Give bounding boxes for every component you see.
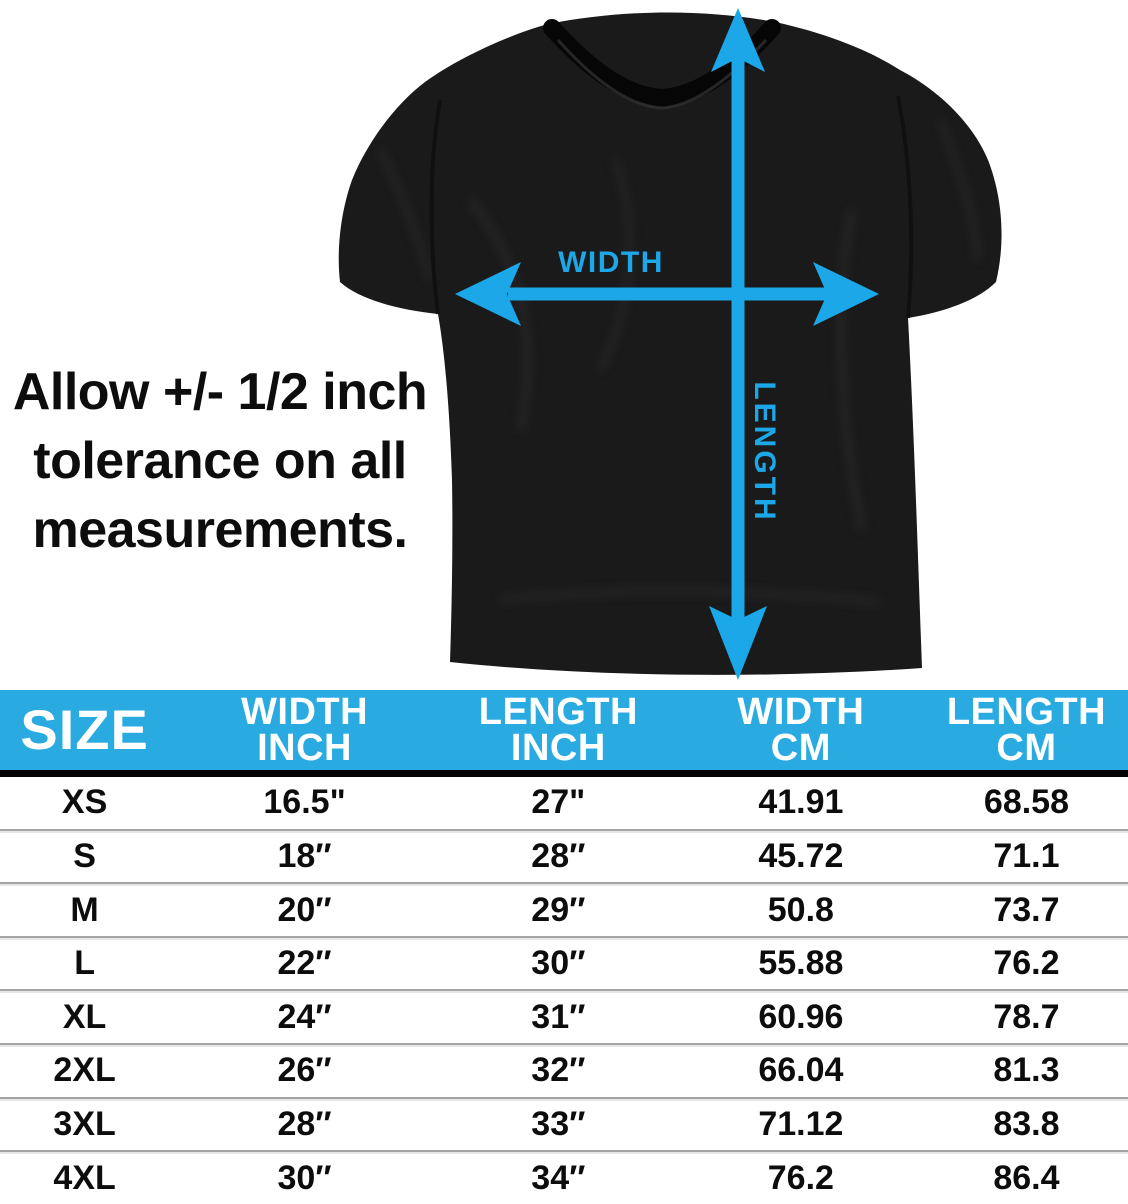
width-inch-cell: 24″ [277, 997, 332, 1036]
length-arrow-label: LENGTH [748, 381, 781, 523]
table-row-2xl: 2XL 26″ 32″ 66.04 81.3 [0, 1043, 1128, 1097]
size-cell: M [70, 890, 99, 929]
width-cm-cell: 41.91 [758, 783, 844, 822]
header-length-cm: LENGTH CM [946, 691, 1107, 769]
size-table: SIZE WIDTH INCH LENGTH INCH WIDTH CM LEN… [0, 690, 1128, 1204]
width-cm-cell: 55.88 [758, 944, 844, 983]
length-inch-cell: 28″ [531, 836, 586, 875]
length-cm-cell: 71.1 [993, 836, 1060, 875]
size-cell: 4XL [53, 1158, 116, 1197]
table-row-4xl: 4XL 30″ 34″ 76.2 86.4 [0, 1150, 1128, 1204]
length-inch-cell: 32″ [531, 1051, 586, 1090]
size-cell: 3XL [53, 1104, 116, 1143]
width-arrow [455, 262, 879, 326]
width-cm-cell: 60.96 [758, 997, 844, 1036]
width-inch-cell: 22″ [277, 944, 332, 983]
width-inch-cell: 18″ [277, 836, 332, 875]
length-cm-cell: 86.4 [993, 1158, 1060, 1197]
tshirt-image [338, 12, 1002, 675]
length-inch-cell: 34″ [531, 1158, 586, 1197]
width-inch-cell: 28″ [277, 1104, 332, 1143]
table-row-m: M 20″ 29″ 50.8 73.7 [0, 882, 1128, 936]
length-inch-cell: 33″ [531, 1104, 586, 1143]
size-cell: 2XL [53, 1051, 116, 1090]
length-inch-cell: 29″ [531, 890, 586, 929]
length-arrow [709, 8, 767, 680]
length-inch-cell: 31″ [531, 997, 586, 1036]
width-cm-cell: 76.2 [767, 1158, 834, 1197]
tolerance-line-3: measurements. [32, 501, 408, 559]
table-row-3xl: 3XL 28″ 33″ 71.12 83.8 [0, 1096, 1128, 1151]
table-row-xs: XS 16.5" 27" 41.91 68.58 [0, 777, 1128, 829]
width-inch-cell: 26″ [277, 1051, 332, 1090]
width-inch-cell: 30″ [277, 1158, 332, 1197]
table-row-l: L 22″ 30″ 55.88 76.2 [0, 935, 1128, 990]
width-cm-cell: 66.04 [758, 1051, 844, 1090]
size-cell: L [74, 944, 95, 983]
length-inch-cell: 27" [531, 783, 586, 822]
length-cm-cell: 83.8 [993, 1104, 1060, 1143]
length-cm-cell: 73.7 [993, 890, 1060, 929]
header-size: SIZE [20, 698, 149, 761]
length-cm-cell: 81.3 [993, 1051, 1060, 1090]
length-cm-cell: 78.7 [993, 997, 1060, 1036]
size-table-header: SIZE WIDTH INCH LENGTH INCH WIDTH CM LEN… [0, 690, 1128, 777]
size-cell: XS [61, 783, 108, 822]
tshirt-measurement-diagram: WIDTH LENGTH Allow +/- 1/2 inch toleranc… [0, 8, 1002, 680]
size-table-body: XS 16.5" 27" 41.91 68.58 S 18″ 28″ 45.72… [0, 777, 1128, 1204]
width-inch-cell: 16.5" [263, 783, 346, 822]
table-row-s: S 18″ 28″ 45.72 71.1 [0, 828, 1128, 883]
width-cm-cell: 45.72 [758, 836, 844, 875]
size-cell: S [73, 836, 96, 875]
table-row-xl: XL 24″ 31″ 60.96 78.7 [0, 989, 1128, 1044]
length-cm-cell: 68.58 [983, 783, 1069, 822]
tshirt-diagram-svg [338, 8, 1002, 680]
header-width-cm: WIDTH CM [737, 691, 865, 769]
tolerance-line-2: tolerance on all [33, 432, 407, 490]
tolerance-note: Allow +/- 1/2 inch tolerance on all meas… [0, 358, 440, 565]
header-length-inch: LENGTH INCH [478, 691, 638, 769]
size-cell: XL [62, 997, 107, 1036]
width-cm-cell: 50.8 [767, 890, 834, 929]
length-inch-cell: 30″ [531, 944, 586, 983]
width-arrow-label: WIDTH [558, 246, 664, 279]
tolerance-line-1: Allow +/- 1/2 inch [12, 363, 428, 421]
length-cm-cell: 76.2 [993, 944, 1060, 983]
width-cm-cell: 71.12 [758, 1104, 844, 1143]
header-width-inch: WIDTH INCH [241, 691, 369, 769]
width-inch-cell: 20″ [277, 890, 332, 929]
